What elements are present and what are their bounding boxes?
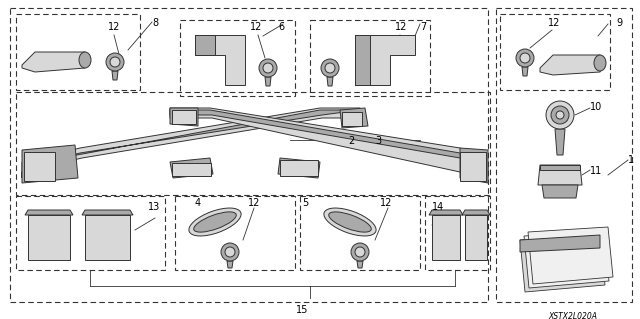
- Ellipse shape: [79, 52, 91, 68]
- Polygon shape: [195, 35, 215, 55]
- Text: 15: 15: [296, 305, 308, 315]
- Polygon shape: [460, 148, 488, 183]
- Polygon shape: [540, 55, 605, 75]
- Polygon shape: [265, 77, 271, 86]
- Bar: [24, 152, 55, 181]
- Bar: [460, 152, 486, 181]
- Polygon shape: [524, 231, 609, 288]
- Polygon shape: [522, 67, 528, 76]
- Polygon shape: [195, 35, 245, 85]
- Text: 2: 2: [348, 136, 355, 146]
- Polygon shape: [340, 108, 368, 128]
- Polygon shape: [82, 210, 133, 215]
- Bar: [175, 196, 295, 270]
- Text: 6: 6: [278, 22, 284, 32]
- Ellipse shape: [194, 212, 236, 232]
- Bar: [310, 20, 430, 96]
- Polygon shape: [22, 108, 360, 178]
- Polygon shape: [355, 35, 370, 85]
- Polygon shape: [432, 215, 460, 260]
- Circle shape: [516, 49, 534, 67]
- Circle shape: [556, 111, 564, 119]
- Polygon shape: [22, 145, 78, 183]
- Bar: [300, 196, 420, 270]
- Circle shape: [110, 57, 120, 67]
- Polygon shape: [465, 215, 487, 260]
- Circle shape: [351, 243, 369, 261]
- Bar: [496, 8, 632, 302]
- Text: 3: 3: [375, 136, 381, 146]
- Text: 13: 13: [148, 202, 160, 212]
- Text: 12: 12: [395, 22, 408, 32]
- Polygon shape: [540, 165, 580, 170]
- Circle shape: [225, 247, 235, 257]
- Circle shape: [321, 59, 339, 77]
- Text: 11: 11: [590, 166, 602, 176]
- Circle shape: [355, 247, 365, 257]
- Bar: [425, 196, 490, 270]
- Text: 12: 12: [250, 22, 262, 32]
- Polygon shape: [28, 215, 70, 260]
- Polygon shape: [25, 210, 73, 215]
- Bar: [16, 196, 165, 270]
- Bar: [342, 112, 362, 126]
- Text: 1: 1: [628, 155, 634, 165]
- Text: 14: 14: [432, 202, 444, 212]
- Polygon shape: [357, 261, 363, 268]
- Polygon shape: [227, 261, 233, 268]
- Circle shape: [551, 106, 569, 124]
- Text: 4: 4: [195, 198, 201, 208]
- Text: 5: 5: [302, 198, 308, 208]
- Text: 12: 12: [548, 18, 561, 28]
- Circle shape: [259, 59, 277, 77]
- Text: 12: 12: [248, 198, 260, 208]
- Polygon shape: [170, 108, 488, 178]
- Polygon shape: [528, 227, 613, 284]
- Text: 12: 12: [380, 198, 392, 208]
- Polygon shape: [555, 129, 565, 155]
- Circle shape: [325, 63, 335, 73]
- Text: 10: 10: [590, 102, 602, 112]
- Bar: [180, 20, 295, 96]
- Polygon shape: [355, 35, 415, 85]
- Polygon shape: [170, 158, 213, 178]
- Polygon shape: [23, 110, 360, 168]
- Circle shape: [106, 53, 124, 71]
- Polygon shape: [170, 110, 487, 168]
- Bar: [172, 110, 196, 124]
- Text: 7: 7: [420, 22, 426, 32]
- Polygon shape: [520, 235, 600, 252]
- Bar: [280, 160, 318, 176]
- Polygon shape: [542, 185, 578, 198]
- Text: 8: 8: [152, 18, 158, 28]
- Bar: [500, 14, 610, 90]
- Ellipse shape: [329, 212, 371, 232]
- Ellipse shape: [594, 55, 606, 71]
- Polygon shape: [462, 210, 490, 215]
- Polygon shape: [22, 52, 90, 72]
- Bar: [16, 14, 140, 90]
- Polygon shape: [112, 71, 118, 80]
- Polygon shape: [520, 235, 605, 292]
- Polygon shape: [538, 165, 582, 185]
- Bar: [10, 8, 488, 302]
- Text: XSTX2L020A: XSTX2L020A: [548, 312, 597, 319]
- Ellipse shape: [324, 208, 376, 236]
- Polygon shape: [327, 77, 333, 86]
- Text: 9: 9: [616, 18, 622, 28]
- Polygon shape: [278, 158, 320, 178]
- Polygon shape: [85, 215, 130, 260]
- Text: 12: 12: [108, 22, 120, 32]
- Bar: [16, 92, 490, 195]
- Circle shape: [546, 101, 574, 129]
- Bar: [172, 163, 211, 176]
- Circle shape: [520, 53, 530, 63]
- Ellipse shape: [189, 208, 241, 236]
- Circle shape: [221, 243, 239, 261]
- Polygon shape: [429, 210, 463, 215]
- Circle shape: [263, 63, 273, 73]
- Polygon shape: [170, 108, 198, 126]
